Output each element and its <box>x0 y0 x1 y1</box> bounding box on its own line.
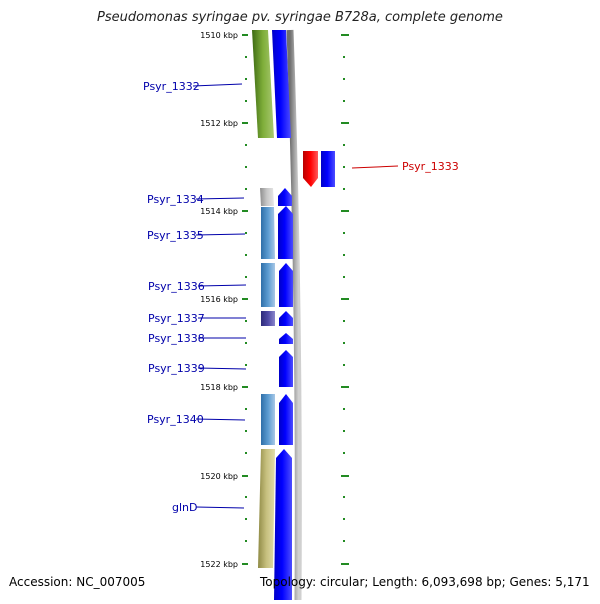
cds-psyr-1340[interactable] <box>279 394 293 445</box>
gene-label-psyr-1333[interactable]: Psyr_1333 <box>402 160 459 173</box>
cds-psyr-1339[interactable] <box>279 350 293 387</box>
gene-label-psyr-1338[interactable]: Psyr_1338 <box>148 332 205 345</box>
gene-label-psyr-1336[interactable]: Psyr_1336 <box>148 280 205 293</box>
tick-label: 1510 kbp <box>200 31 238 40</box>
accession-text: Accession: NC_007005 <box>9 575 146 589</box>
cds-psyr-1333-forward[interactable] <box>321 151 335 187</box>
cds-psyr-1337[interactable] <box>279 311 293 326</box>
genome-info-text: Topology: circular; Length: 6,093,698 bp… <box>260 575 590 589</box>
leader-line-psyr-1334 <box>195 197 245 200</box>
cog-block-psyr-1340[interactable] <box>261 394 275 445</box>
map-title: Pseudomonas syringae pv. syringae B728a,… <box>97 10 503 25</box>
gene-label-glnd[interactable]: glnD <box>172 501 197 514</box>
gene-label-psyr-1339[interactable]: Psyr_1339 <box>148 362 205 375</box>
cds-psyr-1335[interactable] <box>278 206 293 259</box>
tick-label: 1512 kbp <box>200 119 238 128</box>
tick-label: 1516 kbp <box>200 295 238 304</box>
cds-psyr-1333-reverse[interactable] <box>303 151 318 187</box>
tick-label: 1520 kbp <box>200 472 238 481</box>
leader-line-psyr-1340 <box>195 418 246 421</box>
leader-line-psyr-1332 <box>192 83 243 87</box>
genome-backbone <box>286 29 302 601</box>
gene-label-psyr-1335[interactable]: Psyr_1335 <box>147 229 204 242</box>
leader-line-psyr-1336 <box>197 284 247 287</box>
cds-psyr-1332[interactable] <box>272 30 291 138</box>
cds-glnd[interactable] <box>274 449 292 600</box>
cds-psyr-1334[interactable] <box>278 188 292 206</box>
gene-label-psyr-1337[interactable]: Psyr_1337 <box>148 312 205 325</box>
tick-label: 1514 kbp <box>200 207 238 216</box>
gene-label-psyr-1340[interactable]: Psyr_1340 <box>147 413 204 426</box>
tick-label: 1522 kbp <box>200 560 238 569</box>
leader-line-psyr-1335 <box>195 233 246 236</box>
leader-line-psyr-1333 <box>351 165 399 169</box>
cog-block-glnd[interactable] <box>258 449 275 568</box>
tick-label: 1518 kbp <box>200 383 238 392</box>
cds-psyr-1336[interactable] <box>279 263 293 307</box>
cog-block-psyr-1335[interactable] <box>261 207 275 259</box>
cog-block-psyr-1334[interactable] <box>260 188 274 206</box>
leader-line-glnd <box>195 506 245 509</box>
gene-label-psyr-1332[interactable]: Psyr_1332 <box>143 80 200 93</box>
cog-block-psyr-1336[interactable] <box>261 263 275 307</box>
gene-label-psyr-1334[interactable]: Psyr_1334 <box>147 193 204 206</box>
cog-block-psyr-1337[interactable] <box>261 311 275 326</box>
cds-psyr-1338[interactable] <box>279 333 293 344</box>
leader-line-psyr-1339 <box>197 367 247 370</box>
cog-block-psyr-1332[interactable] <box>252 30 274 138</box>
